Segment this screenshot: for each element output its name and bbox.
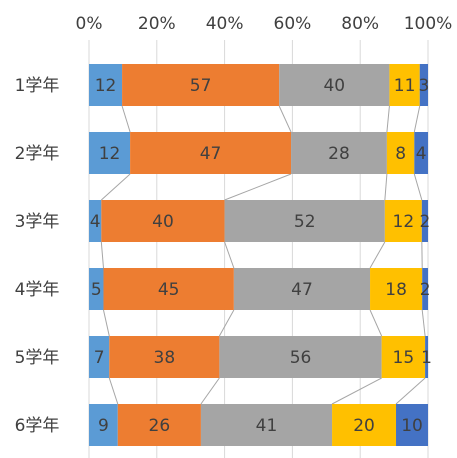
series-line bbox=[331, 377, 382, 405]
data-label: 11 bbox=[394, 76, 416, 96]
data-label: 4 bbox=[416, 144, 427, 164]
bar-segment bbox=[89, 132, 131, 174]
x-tick-label: 60% bbox=[274, 14, 312, 34]
data-label: 18 bbox=[385, 280, 407, 300]
x-tick-label: 80% bbox=[341, 14, 379, 34]
data-label: 40 bbox=[152, 212, 174, 232]
data-label: 26 bbox=[149, 416, 171, 436]
series-line bbox=[102, 309, 110, 337]
x-tick-label: 100% bbox=[404, 14, 453, 34]
series-line bbox=[369, 241, 386, 269]
series-line bbox=[224, 241, 235, 269]
bar-segment bbox=[419, 64, 428, 106]
series-line bbox=[386, 105, 390, 133]
data-label: 47 bbox=[200, 144, 222, 164]
bar-segment bbox=[122, 64, 280, 106]
series-line bbox=[278, 105, 292, 133]
x-axis-ticks: 0% 20% 40% 60% 80% 100% bbox=[76, 14, 453, 34]
series-line bbox=[200, 377, 220, 405]
data-labels: 12 57 40 11 312 47 28 8 44 40 52 12 25 45 47 18 27 38 56 15… bbox=[90, 76, 432, 436]
category-label: 1学年 bbox=[15, 76, 60, 96]
bar-segment bbox=[117, 404, 201, 446]
bar-segment bbox=[89, 336, 110, 378]
data-label: 38 bbox=[154, 348, 176, 368]
bar-segment bbox=[89, 268, 104, 310]
data-label: 57 bbox=[190, 76, 212, 96]
data-label: 47 bbox=[291, 280, 313, 300]
data-label: 12 bbox=[95, 76, 117, 96]
bar-segment bbox=[103, 268, 234, 310]
series-line bbox=[421, 309, 426, 337]
data-label: 40 bbox=[323, 76, 345, 96]
x-tick-label: 40% bbox=[206, 14, 244, 34]
bar-segment bbox=[414, 132, 428, 174]
data-label: 8 bbox=[395, 144, 406, 164]
bar-segment bbox=[89, 64, 123, 106]
series-line bbox=[218, 309, 235, 337]
data-label: 7 bbox=[94, 348, 105, 368]
bar-segment bbox=[421, 200, 428, 242]
bar-segment bbox=[396, 404, 428, 446]
data-label: 56 bbox=[290, 348, 312, 368]
data-label: 4 bbox=[90, 212, 101, 232]
bar-segment bbox=[425, 336, 428, 378]
data-label: 2 bbox=[420, 212, 431, 232]
bar-segment bbox=[389, 64, 420, 106]
bar-segment bbox=[233, 268, 371, 310]
gridlines bbox=[88, 40, 429, 458]
bar-segment bbox=[291, 132, 387, 174]
bar-segment bbox=[101, 200, 225, 242]
bar-segment bbox=[381, 336, 426, 378]
series-line bbox=[413, 173, 423, 201]
data-label: 45 bbox=[158, 280, 180, 300]
data-label: 12 bbox=[393, 212, 415, 232]
data-label: 2 bbox=[420, 280, 431, 300]
category-label: 2学年 bbox=[15, 144, 60, 164]
series-line bbox=[121, 105, 131, 133]
category-label: 6学年 bbox=[15, 416, 60, 436]
bar-segment bbox=[332, 404, 397, 446]
series-line bbox=[413, 105, 421, 133]
bar-segments bbox=[89, 64, 428, 446]
series-line bbox=[369, 309, 383, 337]
series-line bbox=[108, 377, 119, 405]
x-tick-label: 20% bbox=[138, 14, 176, 34]
data-label: 20 bbox=[353, 416, 375, 436]
category-label: 4学年 bbox=[15, 280, 60, 300]
data-label: 12 bbox=[99, 144, 121, 164]
data-label: 41 bbox=[256, 416, 278, 436]
category-label: 5学年 bbox=[15, 348, 60, 368]
bar-segment bbox=[386, 132, 415, 174]
data-label: 1 bbox=[421, 348, 432, 368]
bar-segment bbox=[370, 268, 423, 310]
data-label: 10 bbox=[401, 416, 423, 436]
bar-segment bbox=[279, 64, 390, 106]
bar-segment bbox=[109, 336, 220, 378]
data-label: 28 bbox=[328, 144, 350, 164]
series-line bbox=[100, 173, 131, 201]
bar-segment bbox=[89, 404, 118, 446]
bar-segment bbox=[384, 200, 422, 242]
data-label: 15 bbox=[393, 348, 415, 368]
series-line bbox=[395, 377, 426, 405]
data-label: 5 bbox=[91, 280, 102, 300]
bar-segment bbox=[422, 268, 428, 310]
category-labels: 1学年 2学年 3学年 4学年 5学年 6学年 bbox=[15, 76, 60, 436]
bar-segment bbox=[224, 200, 385, 242]
category-label: 3学年 bbox=[15, 212, 60, 232]
bar-segment bbox=[130, 132, 292, 174]
data-label: 9 bbox=[98, 416, 109, 436]
series-lines bbox=[100, 105, 426, 405]
series-line bbox=[100, 241, 104, 269]
data-label: 3 bbox=[418, 76, 429, 96]
data-label: 52 bbox=[294, 212, 316, 232]
bar-segment bbox=[200, 404, 333, 446]
bar-segment bbox=[219, 336, 382, 378]
x-tick-label: 0% bbox=[76, 14, 103, 34]
bar-segment bbox=[89, 200, 102, 242]
series-line bbox=[224, 173, 292, 201]
series-line bbox=[384, 173, 388, 201]
